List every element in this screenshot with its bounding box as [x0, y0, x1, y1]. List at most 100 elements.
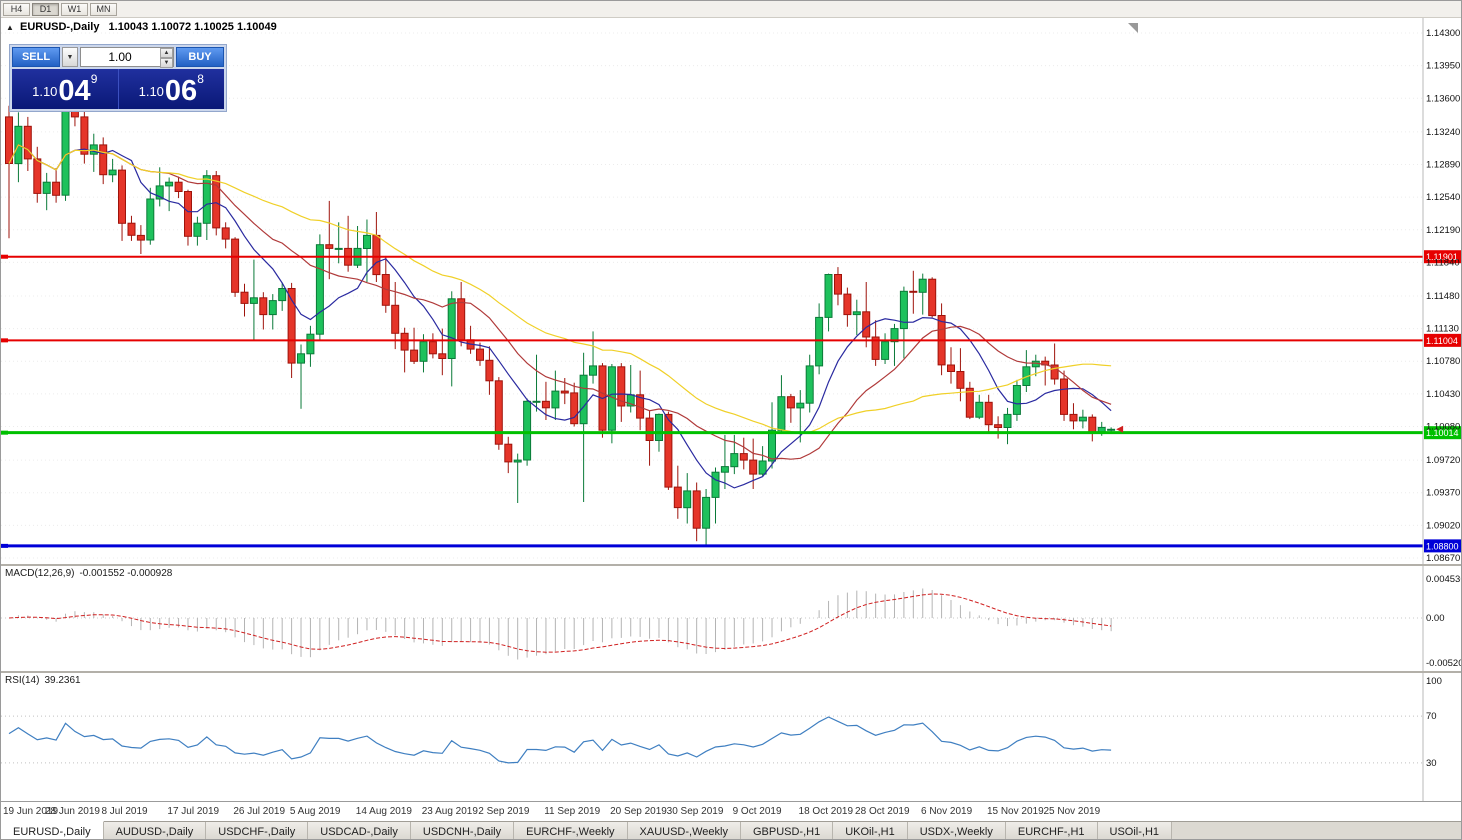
svg-text:-0.005205: -0.005205 — [1426, 658, 1462, 669]
svg-text:1.14300: 1.14300 — [1426, 28, 1460, 39]
date-label: 30 Sep 2019 — [666, 806, 724, 817]
volume-decrease-button[interactable]: ▼ — [160, 58, 173, 68]
macd-values: -0.001552 -0.000928 — [79, 568, 173, 579]
date-label: 28 Jun 2019 — [44, 806, 100, 817]
svg-text:1.12190: 1.12190 — [1426, 225, 1460, 236]
buy-price-pipette: 8 — [197, 72, 204, 86]
chart-tab-bar: EURUSD-,Daily AUDUSD-,Daily USDCHF-,Daily U… — [1, 821, 1461, 839]
timeframe-button-w1[interactable]: W1 — [61, 2, 88, 16]
svg-text:0.00: 0.00 — [1426, 613, 1445, 624]
sell-price-display: 1.10 04 9 — [12, 69, 118, 109]
date-label: 11 Sep 2019 — [544, 806, 601, 817]
chart-symbol-period: EURUSD-,Daily — [19, 21, 100, 33]
sell-price-base: 1.10 — [32, 84, 58, 99]
svg-text:1.10080: 1.10080 — [1426, 422, 1460, 433]
buy-button[interactable]: BUY — [176, 47, 224, 67]
chart-tab-usdcnh-daily[interactable]: USDCNH-,Daily — [410, 822, 515, 839]
macd-indicator-panel[interactable]: 0.004536 0.00 -0.005205 MACD(12,26,9) -0.00… — [1, 564, 1462, 671]
timeframe-button-group: H4 D1 W1 MN — [3, 2, 119, 16]
svg-text:70: 70 — [1426, 711, 1437, 722]
volume-input[interactable] — [80, 47, 174, 67]
chart-ohlc-values: 1.10043 1.10072 1.10025 1.10049 — [108, 21, 277, 33]
chart-tab-eurusd-daily[interactable]: EURUSD-,Daily — [1, 821, 104, 839]
date-label: 9 Oct 2019 — [732, 806, 782, 817]
svg-text:1.09020: 1.09020 — [1426, 520, 1460, 531]
one-click-collapse-arrow-icon[interactable]: ▲ — [6, 23, 14, 32]
svg-text:1.09720: 1.09720 — [1426, 455, 1460, 466]
svg-text:1.10430: 1.10430 — [1426, 389, 1460, 400]
svg-text:1.11004: 1.11004 — [1426, 336, 1458, 346]
svg-text:1.13600: 1.13600 — [1426, 93, 1460, 104]
macd-name: MACD(12,26,9) — [5, 568, 75, 579]
date-axis[interactable]: 19 Jun 2019 28 Jun 2019 8 Jul 2019 17 Jul 2… — [1, 801, 1461, 821]
timeframe-button-d1[interactable]: D1 — [32, 2, 59, 16]
date-label: 6 Nov 2019 — [921, 806, 973, 817]
buy-price-base: 1.10 — [138, 84, 164, 99]
rsi-label: RSI(14) 39.2361 — [5, 675, 81, 686]
svg-text:1.13240: 1.13240 — [1426, 127, 1460, 138]
date-label: 25 Nov 2019 — [1043, 806, 1101, 817]
chart-tab-usoil-h1[interactable]: USOil-,H1 — [1097, 822, 1173, 839]
macd-label: MACD(12,26,9) -0.001552 -0.000928 — [5, 568, 172, 579]
svg-text:1.09370: 1.09370 — [1426, 488, 1460, 499]
svg-text:100: 100 — [1426, 676, 1442, 687]
macd-canvas[interactable]: 0.004536 0.00 -0.005205 — [1, 566, 1462, 671]
chevron-down-icon: ▼ — [66, 53, 74, 61]
date-label: 15 Nov 2019 — [986, 806, 1044, 817]
date-label: 14 Aug 2019 — [355, 806, 412, 817]
chart-tab-usdchf-daily[interactable]: USDCHF-,Daily — [206, 822, 309, 839]
svg-text:30: 30 — [1426, 758, 1437, 769]
svg-text:1.10014: 1.10014 — [1426, 428, 1459, 438]
timeframe-button-h4[interactable]: H4 — [3, 2, 30, 16]
date-label: 18 Oct 2019 — [798, 806, 854, 817]
rsi-name: RSI(14) — [5, 675, 40, 686]
chart-tab-gbpusd-h1[interactable]: GBPUSD-,H1 — [740, 822, 834, 839]
svg-text:1.12540: 1.12540 — [1426, 192, 1460, 203]
volume-dropdown-button[interactable]: ▼ — [62, 47, 78, 67]
chart-window[interactable]: 1.11901 1.11004 1.10014 1.08800 1.14300 1.139… — [1, 18, 1462, 564]
chart-tab-usdx-weekly[interactable]: USDX-,Weekly — [907, 822, 1006, 839]
svg-text:1.11901: 1.11901 — [1426, 252, 1458, 262]
buy-price-big-digits: 06 — [164, 75, 198, 107]
svg-text:1.10780: 1.10780 — [1426, 356, 1460, 367]
volume-spinner: ▲ ▼ — [160, 48, 173, 68]
date-label: 23 Aug 2019 — [421, 806, 478, 817]
date-label: 17 Jul 2019 — [167, 806, 220, 817]
sell-price-pipette: 9 — [90, 72, 98, 86]
chart-title: ▲ EURUSD-,Daily 1.10043 1.10072 1.10025 … — [6, 21, 277, 33]
rsi-indicator-panel[interactable]: 100 70 30 RSI(14) 39.2361 — [1, 671, 1462, 801]
svg-text:1.11130: 1.11130 — [1426, 324, 1459, 335]
svg-text:1.13950: 1.13950 — [1426, 61, 1460, 72]
svg-text:1.11840: 1.11840 — [1426, 257, 1460, 268]
date-label: 5 Aug 2019 — [289, 806, 341, 817]
rsi-canvas[interactable]: 100 70 30 — [1, 673, 1462, 801]
svg-text:1.12890: 1.12890 — [1426, 159, 1460, 170]
volume-field-wrap: ▲ ▼ — [80, 47, 174, 68]
date-label: 19 Jun 2019 — [3, 806, 59, 817]
date-label: 2 Sep 2019 — [478, 806, 530, 817]
svg-text:1.08670: 1.08670 — [1426, 553, 1460, 564]
sell-price-big-digits: 04 — [58, 75, 91, 107]
chart-tab-usdcad-daily[interactable]: USDCAD-,Daily — [308, 822, 411, 839]
volume-increase-button[interactable]: ▲ — [160, 48, 173, 58]
svg-text:1.08800: 1.08800 — [1426, 541, 1459, 551]
rsi-value: 39.2361 — [44, 675, 81, 686]
main-chart-canvas[interactable]: 1.11901 1.11004 1.10014 1.08800 1.14300 1.139… — [1, 18, 1462, 564]
chart-tab-eurchf-h1[interactable]: EURCHF-,H1 — [1005, 822, 1098, 839]
chart-tab-eurchf-weekly[interactable]: EURCHF-,Weekly — [514, 822, 628, 839]
svg-text:1.11480: 1.11480 — [1426, 291, 1460, 302]
date-label: 28 Oct 2019 — [855, 806, 910, 817]
date-label: 26 Jul 2019 — [233, 806, 286, 817]
chart-tab-ukoil-h1[interactable]: UKOil-,H1 — [833, 822, 908, 839]
date-label: 20 Sep 2019 — [610, 806, 667, 817]
timeframe-toolbar: H4 D1 W1 MN — [1, 1, 1461, 18]
chart-tab-xauusd-weekly[interactable]: XAUUSD-,Weekly — [627, 822, 741, 839]
svg-text:0.004536: 0.004536 — [1426, 574, 1462, 585]
date-label: 8 Jul 2019 — [101, 806, 148, 817]
sell-button[interactable]: SELL — [12, 47, 60, 67]
buy-price-display: 1.10 06 8 — [118, 69, 224, 109]
timeframe-button-mn[interactable]: MN — [90, 2, 117, 16]
chart-tab-audusd-daily[interactable]: AUDUSD-,Daily — [103, 822, 207, 839]
